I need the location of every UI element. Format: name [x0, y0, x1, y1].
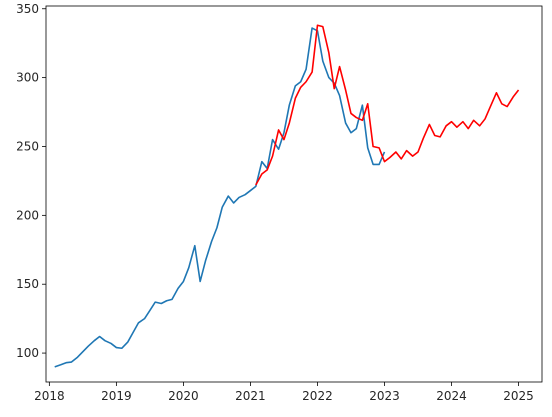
x-tick-label: 2024	[436, 389, 467, 403]
y-tick-label: 300	[16, 71, 39, 85]
x-tick-label: 2022	[302, 389, 333, 403]
series-line-1	[54, 27, 386, 368]
y-tick-label: 350	[16, 2, 39, 16]
x-tick-label: 2021	[235, 389, 266, 403]
x-tick-label: 2023	[369, 389, 400, 403]
y-tick-label: 100	[16, 346, 39, 360]
axes-border	[45, 5, 543, 383]
y-axis: 100 150 200 250 300 350	[16, 2, 46, 360]
axes-frame	[45, 5, 543, 383]
x-tick-label: 2019	[101, 389, 132, 403]
x-tick-label: 2025	[503, 389, 534, 403]
y-tick-label: 150	[16, 277, 39, 291]
y-tick-label: 200	[16, 208, 39, 222]
y-tick-label: 250	[16, 139, 39, 153]
plot-lines	[54, 24, 520, 368]
series-line-2	[255, 24, 520, 186]
x-axis: 2018 2019 2020 2021 2022 2023 2024 2025	[34, 382, 534, 403]
x-tick-label: 2020	[168, 389, 199, 403]
x-tick-label: 2018	[34, 389, 65, 403]
